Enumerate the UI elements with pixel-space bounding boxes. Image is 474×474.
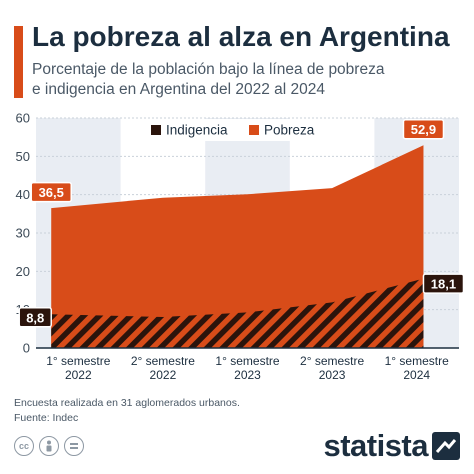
x-tick-label-line: 1° semestre — [385, 354, 449, 368]
x-tick-label-line: 2° semestre — [300, 354, 364, 368]
statista-mark-icon — [432, 432, 460, 460]
pobreza-data-label-box — [402, 118, 445, 140]
pobreza-data-label-box — [30, 181, 72, 203]
x-tick-label-line: 1° semestre — [46, 354, 110, 368]
x-tick-label: 2° semestre 2022 — [131, 354, 195, 382]
footnote-source: Fuente: Indec — [14, 412, 79, 424]
person-icon[interactable] — [39, 436, 59, 456]
statista-logo[interactable]: statista — [323, 428, 460, 464]
x-tick-label: 1° semestre 2022 — [46, 354, 110, 382]
indigencia-area — [51, 278, 424, 348]
legend-box — [141, 119, 331, 141]
y-tick-label: 60 — [16, 111, 30, 126]
x-tick-label-line: 2023 — [234, 368, 261, 382]
footnote: Encuesta realizada en 31 aglomerados urb… — [14, 396, 240, 426]
indigencia-data-label-box — [422, 273, 465, 294]
indigencia-data-label: 8,8 — [26, 310, 44, 325]
y-tick-label: 40 — [16, 187, 30, 202]
equals-icon[interactable] — [64, 436, 84, 456]
page-title: La pobreza al alza en Argentina — [32, 21, 450, 52]
title-accent-bar — [14, 26, 23, 98]
legend-swatch — [249, 125, 259, 135]
y-tick-label: 30 — [16, 226, 30, 241]
indigencia-data-label: 18,1 — [431, 277, 456, 292]
subtitle-line: e indigencia en Argentina del 2022 al 20… — [32, 81, 326, 98]
footnote-note: Encuesta realizada en 31 aglomerados urb… — [14, 397, 240, 409]
legend-label: Indigencia — [166, 123, 228, 138]
x-tick-label-line: 2022 — [65, 368, 92, 382]
x-tick-label-line: 2022 — [150, 368, 177, 382]
subtitle-line: Porcentaje de la población bajo la línea… — [32, 61, 385, 78]
y-tick-label: 20 — [16, 264, 30, 279]
x-tick-label: 1° semestre 2024 — [385, 354, 449, 382]
pobreza-data-label: 36,5 — [39, 185, 64, 200]
x-tick-label: 1° semestre 2023 — [215, 354, 279, 382]
legend-label: Pobreza — [264, 123, 315, 138]
pobreza-area — [51, 145, 424, 348]
x-tick-label-line: 2024 — [403, 368, 430, 382]
cc-icon[interactable]: cc — [14, 436, 34, 456]
x-tick-label-line: 2° semestre — [131, 354, 195, 368]
page-subtitle: Porcentaje de la población bajo la línea… — [32, 60, 462, 100]
license-icons: cc — [14, 436, 84, 456]
x-tick-label-line: 2023 — [319, 368, 346, 382]
y-tick-label: 50 — [16, 149, 30, 164]
y-tick-label: 0 — [23, 341, 30, 356]
x-tick-label: 2° semestre 2023 — [300, 354, 364, 382]
brand-wordmark: statista — [323, 428, 428, 463]
x-tick-label-line: 1° semestre — [215, 354, 279, 368]
pobreza-data-label: 52,9 — [411, 122, 436, 137]
indigencia-data-label-box — [18, 307, 52, 328]
legend-swatch — [151, 125, 161, 135]
